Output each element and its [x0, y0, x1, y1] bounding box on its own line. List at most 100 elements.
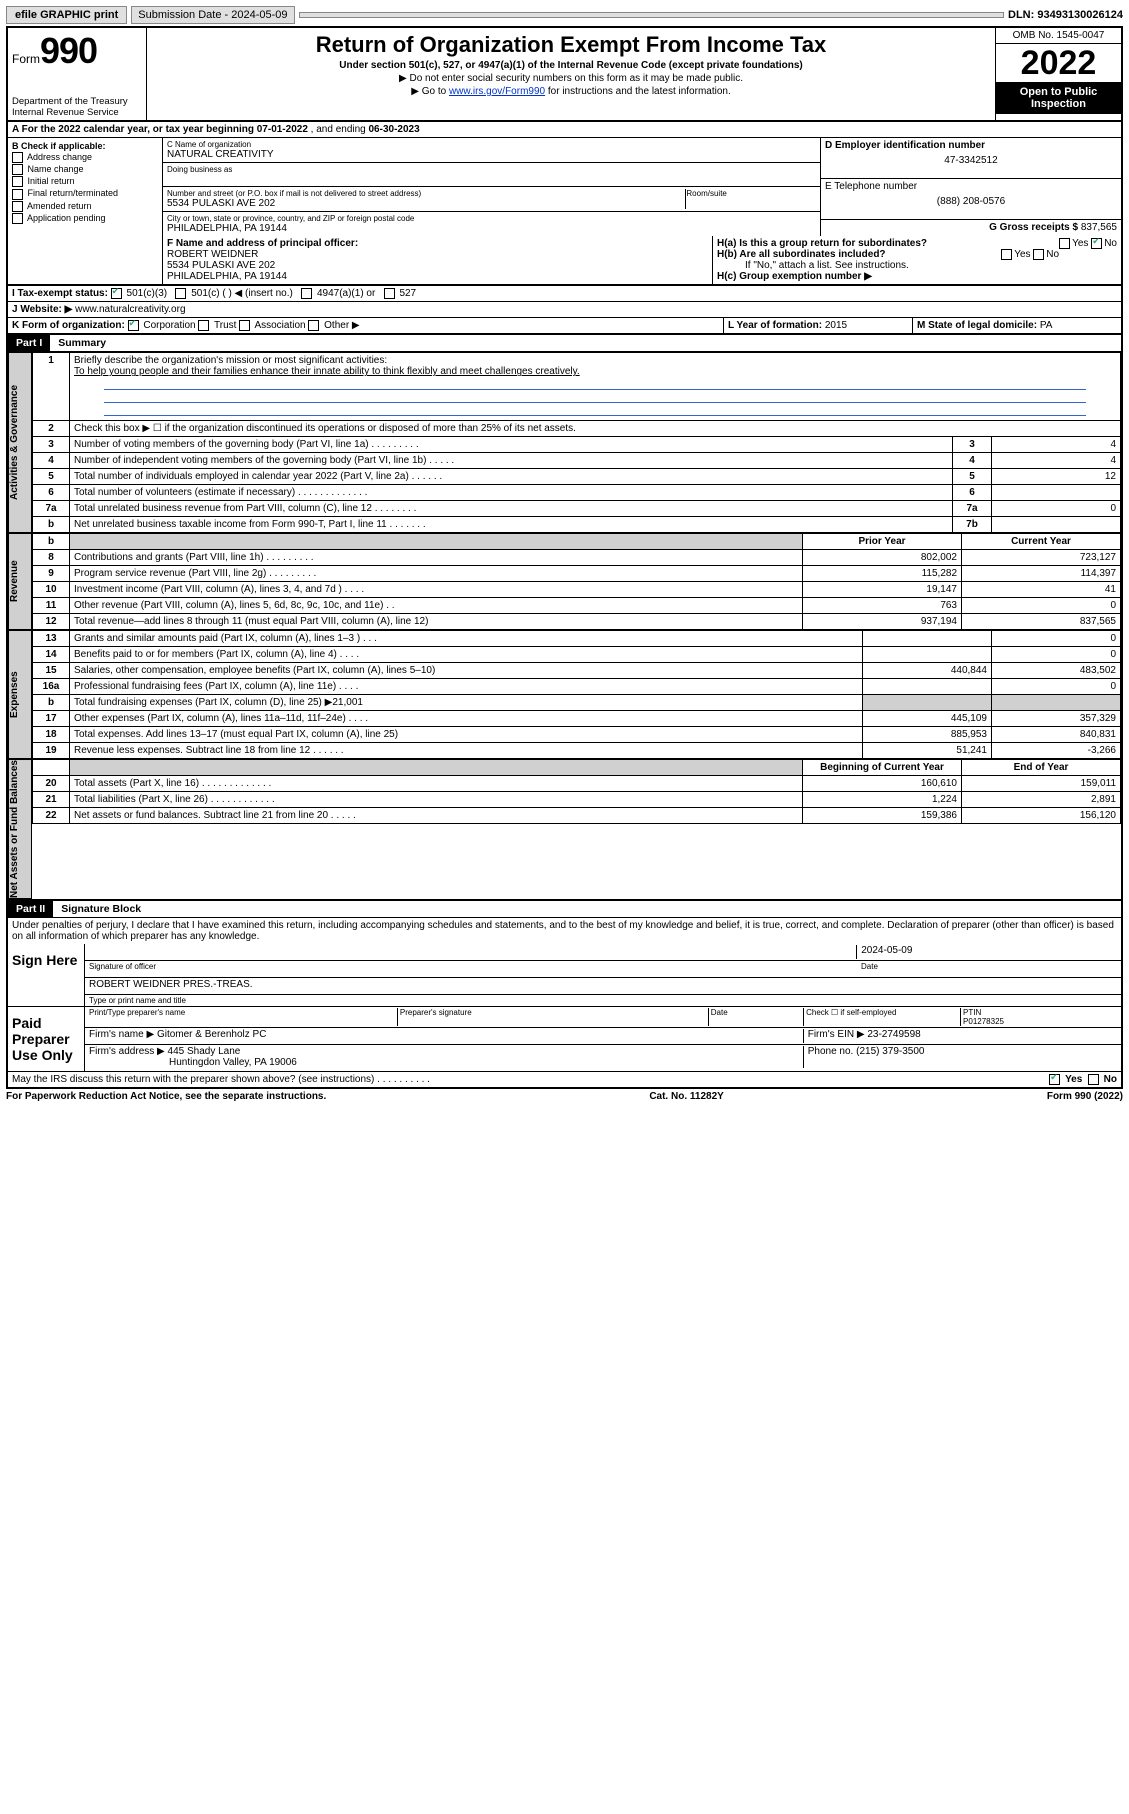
summary-row: 4Number of independent voting members of… [33, 453, 1121, 469]
ha-yes-check[interactable] [1059, 238, 1070, 249]
omb-number: OMB No. 1545-0047 [996, 28, 1121, 44]
firm-addr2: Huntingdon Valley, PA 19006 [89, 1057, 297, 1068]
efile-print-button[interactable]: efile GRAPHIC print [6, 6, 127, 24]
addr-value: 5534 PULASKI AVE 202 [167, 198, 685, 209]
box-b-check[interactable] [12, 152, 23, 163]
box-b-check[interactable] [12, 176, 23, 187]
q1-answer: To help young people and their families … [74, 366, 580, 377]
box-c: C Name of organization NATURAL CREATIVIT… [163, 138, 820, 236]
submission-date: Submission Date - 2024-05-09 [131, 6, 294, 24]
hb-yes-check[interactable] [1001, 249, 1012, 260]
name-title-label: Type or print name and title [85, 995, 1121, 1006]
firm-name: Gitomer & Berenholz PC [157, 1029, 267, 1040]
open-inspection: Open to Public Inspection [996, 82, 1121, 114]
corp: Corporation [143, 320, 195, 331]
4947-check[interactable] [301, 288, 312, 299]
may-irs-row: May the IRS discuss this return with the… [8, 1072, 1121, 1087]
assoc-check[interactable] [239, 320, 250, 331]
527-check[interactable] [384, 288, 395, 299]
q2-text: Check this box ▶ ☐ if the organization d… [70, 421, 1121, 437]
form-label: Form [12, 52, 40, 66]
form-id-box: Form990 Department of the Treasury Inter… [8, 28, 147, 120]
dept-label: Department of the Treasury Internal Reve… [12, 96, 142, 118]
firm-phone-label: Phone no. [808, 1046, 854, 1057]
box-b-item: Initial return [12, 176, 158, 187]
expenses-table: 13Grants and similar amounts paid (Part … [32, 630, 1121, 759]
tab-net-assets: Net Assets or Fund Balances [8, 759, 32, 899]
box-b-check[interactable] [12, 189, 23, 200]
data-row: 10Investment income (Part VIII, column (… [33, 582, 1121, 598]
may-irs-yes: Yes [1065, 1074, 1082, 1085]
officer-sig-field[interactable] [89, 945, 856, 959]
box-b-check[interactable] [12, 164, 23, 175]
line-a-begin: 07-01-2022 [257, 124, 308, 135]
summary-table-top: 1 Briefly describe the organization's mi… [32, 352, 1121, 533]
hb-row: H(b) Are all subordinates included? Yes … [717, 249, 1117, 260]
box-b-check[interactable] [12, 201, 23, 212]
box-b-title: B Check if applicable: [12, 141, 158, 151]
501c-check[interactable] [175, 288, 186, 299]
form-title-box: Return of Organization Exempt From Incom… [147, 28, 995, 120]
q1-label: Briefly describe the organization's miss… [74, 355, 387, 366]
data-row: 18Total expenses. Add lines 13–17 (must … [33, 727, 1121, 743]
ein-label: D Employer identification number [825, 140, 1117, 151]
officer-sig-label: Signature of officer [89, 962, 857, 976]
part2-title: Signature Block [53, 903, 141, 915]
may-irs-no: No [1104, 1074, 1117, 1085]
row-klm: K Form of organization: Corporation Trus… [6, 318, 1123, 335]
data-row: 13Grants and similar amounts paid (Part … [33, 631, 1121, 647]
501c3-check[interactable] [111, 288, 122, 299]
data-row: 14Benefits paid to or for members (Part … [33, 647, 1121, 663]
other-check[interactable] [308, 320, 319, 331]
sign-here-label: Sign Here [8, 944, 85, 1006]
footer-mid: Cat. No. 11282Y [649, 1091, 723, 1102]
irs-link[interactable]: www.irs.gov/Form990 [449, 86, 545, 97]
part1-expenses: Expenses 13Grants and similar amounts pa… [6, 630, 1123, 759]
footer-right: Form 990 (2022) [1047, 1091, 1123, 1102]
part2-header: Part II Signature Block [6, 901, 1123, 918]
firm-name-label: Firm's name ▶ [89, 1029, 154, 1040]
self-emp-check[interactable]: Check ☐ if self-employed [804, 1008, 961, 1026]
part1-revenue: Revenue b Prior Year Current Year 8Contr… [6, 533, 1123, 630]
header-grid: B Check if applicable: Address change Na… [6, 138, 1123, 236]
may-irs-yes-check[interactable] [1049, 1074, 1060, 1085]
spacer [299, 12, 1005, 18]
footer-left: For Paperwork Reduction Act Notice, see … [6, 1091, 326, 1102]
dba-value [167, 174, 816, 184]
gross-value: 837,565 [1081, 222, 1117, 233]
box-b-item: Name change [12, 164, 158, 175]
part2-tag: Part II [8, 901, 53, 917]
box-b-check[interactable] [12, 213, 23, 224]
form-header: Form990 Department of the Treasury Inter… [6, 26, 1123, 122]
website-value: www.naturalcreativity.org [75, 304, 185, 315]
paid-preparer-label: Paid Preparer Use Only [8, 1007, 85, 1071]
hb-yes: Yes [1014, 249, 1030, 260]
phone-label: E Telephone number [825, 181, 1117, 192]
ha-label: H(a) Is this a group return for subordin… [717, 238, 927, 249]
summary-row: 6Total number of volunteers (estimate if… [33, 485, 1121, 501]
prep-name-label: Print/Type preparer's name [89, 1008, 398, 1026]
box-b-item: Final return/terminated [12, 188, 158, 199]
ptin-label: PTIN [963, 1008, 981, 1017]
form-note2: ▶ Go to www.irs.gov/Form990 for instruct… [153, 86, 989, 97]
may-irs-no-check[interactable] [1088, 1074, 1099, 1085]
data-row: 16aProfessional fundraising fees (Part I… [33, 679, 1121, 695]
prep-date-label: Date [709, 1008, 804, 1026]
4947: 4947(a)(1) or [317, 288, 375, 299]
part1-tag: Part I [8, 335, 50, 351]
data-row: 11Other revenue (Part VIII, column (A), … [33, 598, 1121, 614]
ha-no-check[interactable] [1091, 238, 1102, 249]
sig-date-label: Date [857, 962, 1117, 976]
corp-check[interactable] [128, 320, 139, 331]
gross-label: G Gross receipts $ [989, 222, 1078, 233]
may-irs-text: May the IRS discuss this return with the… [12, 1074, 1049, 1085]
data-row: 17Other expenses (Part IX, column (A), l… [33, 711, 1121, 727]
501c: 501(c) ( ) ◀ (insert no.) [191, 288, 293, 299]
summary-row: 5Total number of individuals employed in… [33, 469, 1121, 485]
trust-check[interactable] [198, 320, 209, 331]
firm-phone: (215) 379-3500 [856, 1046, 924, 1057]
hb-no-check[interactable] [1033, 249, 1044, 260]
website-label: J Website: ▶ [12, 304, 72, 315]
line-a: A For the 2022 calendar year, or tax yea… [6, 122, 1123, 138]
domicile-label: M State of legal domicile: [917, 320, 1037, 331]
